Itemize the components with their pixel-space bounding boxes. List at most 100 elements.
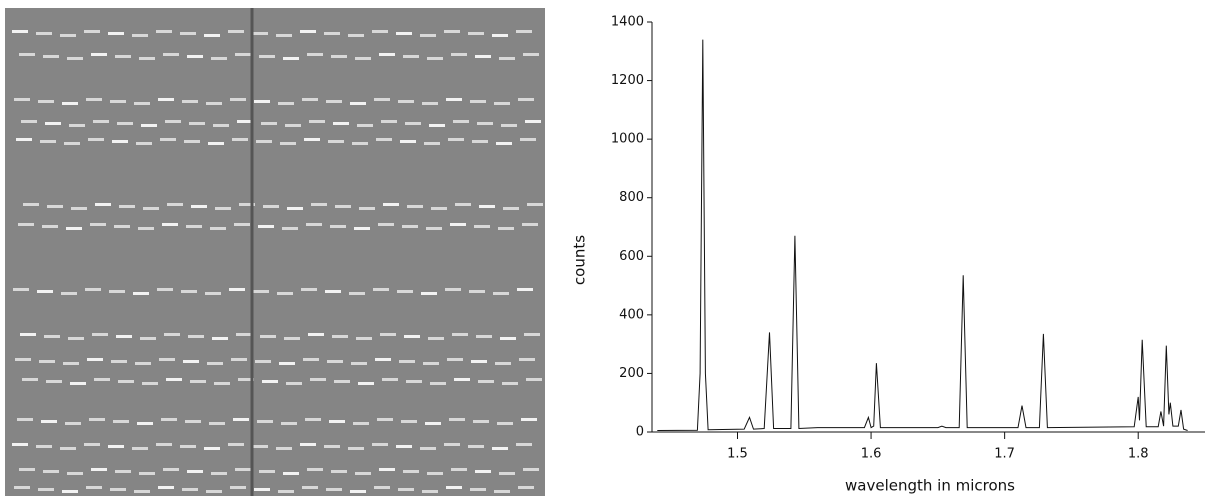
image-dash (469, 290, 485, 293)
image-dash (211, 57, 227, 60)
image-dash (303, 358, 319, 361)
image-dash (308, 333, 324, 336)
image-dash (231, 358, 247, 361)
image-dash (92, 333, 108, 336)
image-dash (36, 445, 52, 448)
image-dash (306, 223, 322, 226)
image-dash (420, 34, 436, 37)
image-dash (498, 227, 514, 230)
image-dash (521, 418, 537, 421)
image-dash (260, 335, 276, 338)
image-dash (156, 30, 172, 33)
image-dash (427, 57, 443, 60)
image-dash (43, 470, 59, 473)
image-dash (213, 124, 229, 127)
image-dash (520, 138, 536, 141)
y-tick-label: 1000 (611, 132, 644, 147)
image-dash (373, 288, 389, 291)
image-dash (518, 98, 534, 101)
image-dash (254, 488, 270, 491)
image-dash (36, 32, 52, 35)
image-dash (449, 418, 465, 421)
image-dash (259, 55, 275, 58)
image-dash (445, 288, 461, 291)
image-dash (278, 490, 294, 493)
image-dash (230, 98, 246, 101)
image-dash (84, 30, 100, 33)
image-dash (62, 490, 78, 493)
image-dash (349, 292, 365, 295)
image-dash (94, 378, 110, 381)
image-dash (399, 360, 415, 363)
image-dash (279, 362, 295, 365)
image-dash (229, 288, 245, 291)
image-dash (447, 358, 463, 361)
image-dash (427, 472, 443, 475)
image-dash (37, 290, 53, 293)
image-dash (108, 32, 124, 35)
image-dash (215, 207, 231, 210)
image-dash (84, 443, 100, 446)
x-tick-label: 1.8 (1128, 447, 1149, 462)
detector-image (5, 8, 545, 496)
image-dash (16, 138, 32, 141)
image-dash (307, 468, 323, 471)
image-dash (472, 140, 488, 143)
image-dash (204, 34, 220, 37)
image-dash (256, 140, 272, 143)
image-dash (396, 32, 412, 35)
image-dash (309, 120, 325, 123)
image-dash (134, 102, 150, 105)
image-dash (62, 102, 78, 105)
image-dash (468, 32, 484, 35)
image-dash (523, 468, 539, 471)
image-dash (496, 142, 512, 145)
image-dash (212, 337, 228, 340)
image-dash (109, 290, 125, 293)
image-dash (379, 468, 395, 471)
image-dash (500, 337, 516, 340)
image-dash (422, 102, 438, 105)
image-dash (88, 138, 104, 141)
image-dash (230, 486, 246, 489)
image-dash (259, 470, 275, 473)
image-dash (383, 203, 399, 206)
image-dash (325, 290, 341, 293)
y-tick-label: 1400 (611, 15, 644, 30)
image-dash (302, 486, 318, 489)
image-dash (113, 420, 129, 423)
image-dash (47, 205, 63, 208)
image-dash (210, 227, 226, 230)
image-dash (110, 100, 126, 103)
image-dash (444, 443, 460, 446)
image-dash (204, 447, 220, 450)
image-dash (138, 227, 154, 230)
image-dash (189, 122, 205, 125)
image-dash (335, 205, 351, 208)
image-dash (67, 57, 83, 60)
image-dash (185, 420, 201, 423)
image-dash (21, 120, 37, 123)
image-dash (158, 98, 174, 101)
image-dash (479, 205, 495, 208)
image-dash (455, 203, 471, 206)
image-dash (235, 53, 251, 56)
image-dash (503, 207, 519, 210)
image-dash (111, 360, 127, 363)
image-dash (38, 488, 54, 491)
image-dash (356, 337, 372, 340)
image-dash (110, 488, 126, 491)
image-dash (406, 380, 422, 383)
image-dash (90, 223, 106, 226)
image-dash (42, 225, 58, 228)
image-dash (403, 470, 419, 473)
image-dash (23, 203, 39, 206)
image-dash (190, 380, 206, 383)
image-dash (66, 227, 82, 230)
image-dash (431, 207, 447, 210)
image-dash (468, 445, 484, 448)
image-dash (71, 207, 87, 210)
spectrum-line (657, 39, 1188, 431)
image-dash (326, 100, 342, 103)
